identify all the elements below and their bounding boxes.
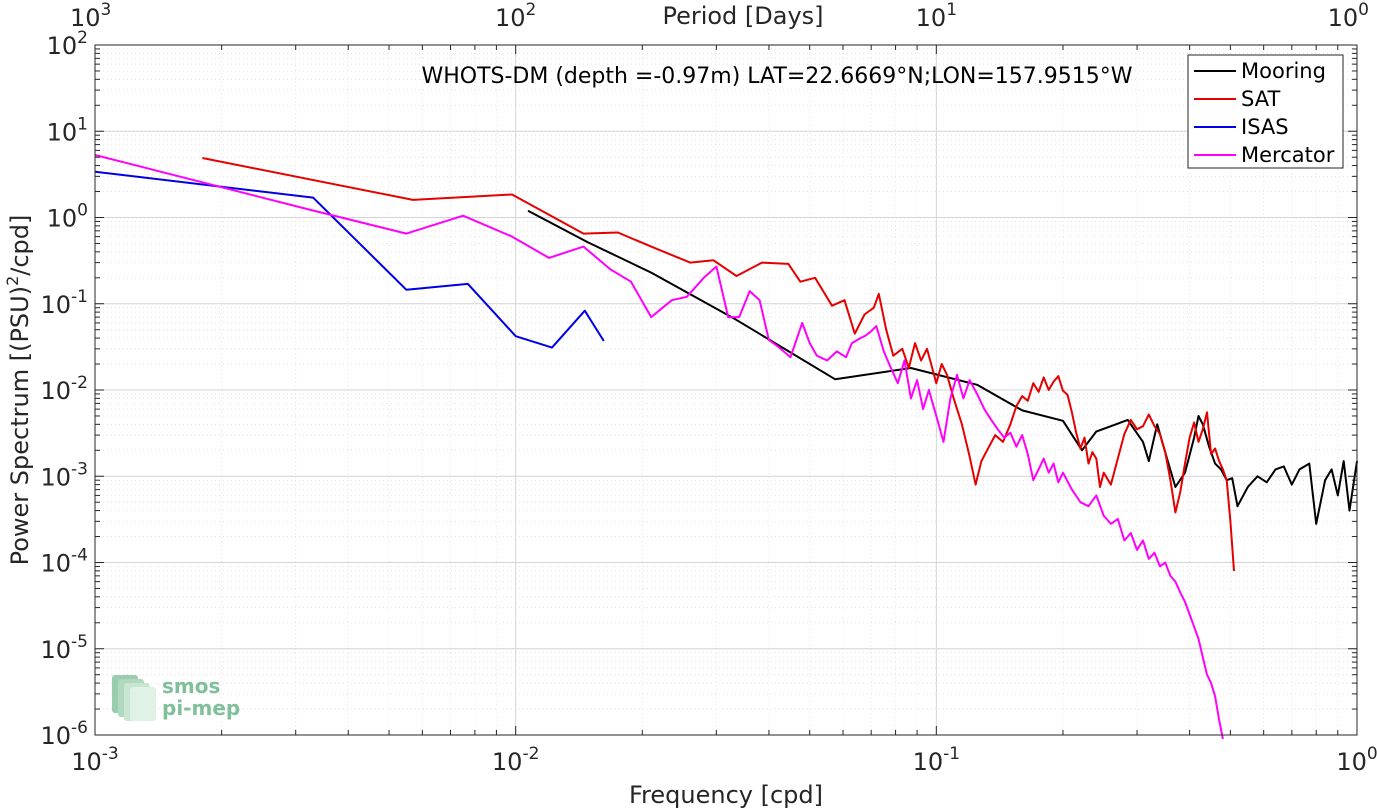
logo-line1: smos	[162, 674, 220, 698]
legend-label-isas: ISAS	[1241, 115, 1289, 139]
y-tick-label: 101	[47, 114, 88, 146]
y-tick-label: 102	[47, 28, 88, 60]
series-group	[94, 154, 1358, 740]
x-tick-label: 10-1	[913, 744, 961, 776]
series-line-mooring	[527, 209, 1358, 525]
top-tick-label: 100	[1328, 0, 1369, 32]
legend: Mooring SAT ISAS Mercator	[1187, 54, 1344, 169]
smos-pi-mep-logo: smos pi-mep	[112, 674, 240, 721]
legend-label-mooring: Mooring	[1241, 59, 1326, 83]
y-tick-label: 10-1	[41, 287, 89, 319]
series-line-sat	[202, 157, 1235, 571]
top-tick-label: 102	[495, 0, 536, 32]
y-tick-label: 10-6	[41, 718, 89, 750]
y-tick-label: 100	[47, 201, 88, 233]
top-tick-label: 101	[916, 0, 957, 32]
y-tick-label: 10-5	[41, 632, 89, 664]
tick-marks	[94, 44, 1358, 736]
legend-label-sat: SAT	[1241, 87, 1280, 111]
legend-label-mercator: Mercator	[1241, 143, 1335, 167]
y-axis-title: Power Spectrum [(PSU)2/cpd]	[3, 215, 34, 566]
x-axis-title: Frequency [cpd]	[629, 781, 823, 809]
logo-emblem	[112, 675, 156, 721]
x-tick-label: 10-3	[71, 744, 119, 776]
series-line-isas	[94, 170, 605, 349]
y-tick-label: 10-2	[41, 373, 89, 405]
y-tick-label: 10-3	[41, 459, 89, 491]
chart-title: WHOTS-DM (depth =-0.97m) LAT=22.6669°N;L…	[421, 64, 1132, 89]
x-tick-label: 10-2	[492, 744, 540, 776]
series-line-mercator	[94, 154, 1224, 740]
legend-box	[1187, 54, 1344, 169]
logo-line2: pi-mep	[162, 696, 240, 720]
y-tick-label: 10-4	[41, 546, 89, 578]
top-tick-label: 103	[70, 0, 111, 32]
top-axis-title: Period [Days]	[662, 2, 823, 30]
x-tick-label: 100	[1336, 744, 1377, 776]
